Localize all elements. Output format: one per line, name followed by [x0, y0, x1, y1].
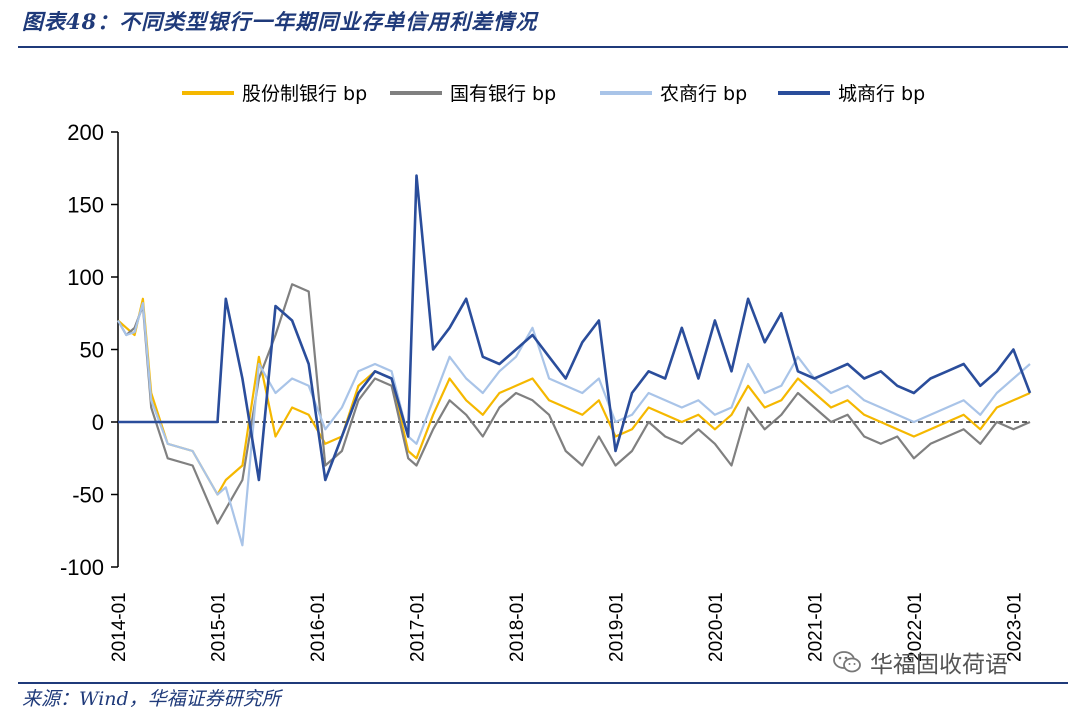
- x-tick-label: 2023-01: [1004, 592, 1025, 662]
- x-tick-label: 2016-01: [308, 592, 329, 662]
- series-line-3: [117, 302, 1031, 547]
- legend-item-2: 国有银行 bp: [390, 83, 556, 105]
- legend-item-3: 农商行 bp: [600, 83, 747, 105]
- y-tick-label: -100: [60, 555, 104, 580]
- x-tick-label: 2020-01: [706, 592, 727, 662]
- legend-label: 股份制银行 bp: [242, 83, 367, 105]
- x-tick-label: 2017-01: [407, 592, 428, 662]
- legend-label: 国有银行 bp: [450, 83, 556, 105]
- legend-item-4: 城商行 bp: [778, 83, 925, 105]
- y-tick-label: 150: [67, 193, 104, 218]
- x-tick-label: 2021-01: [805, 592, 826, 662]
- spread-line-chart: 股份制银行 bp 国有银行 bp 农商行 bp 城商行 bp -100 -50 0 50 10…: [60, 83, 1032, 662]
- legend: 股份制银行 bp 国有银行 bp 农商行 bp 城商行 bp: [182, 83, 925, 105]
- legend-item-1: 股份制银行 bp: [182, 83, 367, 105]
- y-tick-label: 200: [67, 120, 104, 145]
- y-axis: -100 -50 0 50 100 150 200: [60, 120, 1030, 580]
- legend-label: 城商行 bp: [838, 83, 925, 105]
- x-tick-label: 2019-01: [606, 592, 627, 662]
- y-tick-label: -50: [72, 483, 104, 508]
- x-tick-label: 2015-01: [208, 592, 229, 662]
- bottom-rule: [18, 682, 1068, 684]
- y-tick-label: 100: [67, 265, 104, 290]
- figure-title: 图表48：不同类型银行一年期同业存单信用利差情况: [22, 9, 538, 34]
- top-rule: [18, 46, 1068, 48]
- y-tick-label: 50: [80, 338, 104, 363]
- series-group: [117, 174, 1032, 547]
- watermark-text: 华福固收荷语: [870, 652, 1008, 678]
- wechat-icon: [833, 651, 861, 673]
- x-tick-label: 2014-01: [109, 592, 130, 662]
- x-axis: 2014-01 2015-01 2016-01 2017-01 2018-01 2019-…: [109, 592, 1025, 662]
- y-tick-label: 0: [92, 410, 104, 435]
- legend-label: 农商行 bp: [660, 83, 747, 105]
- series-line-4: [118, 174, 1032, 482]
- series-line-1: [117, 297, 1031, 496]
- x-tick-label: 2022-01: [905, 592, 926, 662]
- watermark: 华福固收荷语: [832, 644, 1008, 680]
- source-note: 来源：Wind，华福证券研究所: [22, 688, 281, 710]
- x-tick-label: 2018-01: [507, 592, 528, 662]
